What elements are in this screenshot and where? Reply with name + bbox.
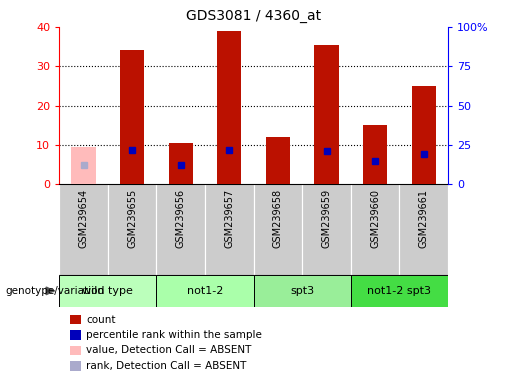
Bar: [302, 184, 351, 275]
Text: GSM239657: GSM239657: [225, 189, 234, 248]
Bar: [253, 184, 302, 275]
Bar: [59, 184, 108, 275]
Bar: [59, 275, 157, 307]
Bar: [314, 45, 339, 184]
Bar: [157, 275, 253, 307]
Text: percentile rank within the sample: percentile rank within the sample: [86, 330, 262, 340]
Bar: [351, 184, 400, 275]
Text: not1-2: not1-2: [187, 286, 223, 296]
Text: genotype/variation: genotype/variation: [5, 286, 104, 296]
Bar: [108, 184, 157, 275]
Text: GSM239655: GSM239655: [127, 189, 137, 248]
Bar: [351, 275, 448, 307]
Bar: [157, 184, 205, 275]
Bar: [411, 86, 436, 184]
Text: value, Detection Call = ABSENT: value, Detection Call = ABSENT: [86, 345, 251, 356]
Bar: [400, 184, 448, 275]
Text: GSM239656: GSM239656: [176, 189, 186, 248]
Text: GSM239658: GSM239658: [273, 189, 283, 248]
Text: not1-2 spt3: not1-2 spt3: [367, 286, 432, 296]
Text: GSM239660: GSM239660: [370, 189, 380, 248]
Title: GDS3081 / 4360_at: GDS3081 / 4360_at: [186, 9, 321, 23]
Bar: [120, 50, 144, 184]
Bar: [363, 125, 387, 184]
Bar: [205, 184, 253, 275]
Text: GSM239654: GSM239654: [78, 189, 89, 248]
Bar: [168, 143, 193, 184]
Bar: [72, 147, 96, 184]
Text: spt3: spt3: [290, 286, 314, 296]
Bar: [253, 275, 351, 307]
Text: GSM239659: GSM239659: [321, 189, 332, 248]
Text: GSM239661: GSM239661: [419, 189, 429, 248]
Text: wild type: wild type: [82, 286, 133, 296]
Text: rank, Detection Call = ABSENT: rank, Detection Call = ABSENT: [86, 361, 246, 371]
Bar: [217, 31, 242, 184]
Text: count: count: [86, 314, 115, 325]
Bar: [266, 137, 290, 184]
